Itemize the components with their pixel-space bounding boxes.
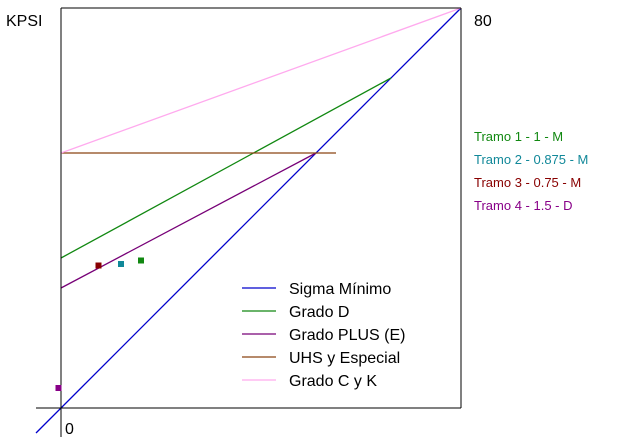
tramo-markers	[55, 257, 144, 391]
series-line-grado-d	[60, 77, 392, 259]
tramo-marker-1	[138, 257, 144, 264]
tramo-label-4: Tramo 4 - 1.5 - D	[474, 198, 573, 213]
series-line-grado-c-y-k	[60, 7, 462, 154]
tramo-label-2: Tramo 2 - 0.875 - M	[474, 152, 589, 167]
series-line-sigma-minimo	[35, 7, 462, 434]
tramo-marker-2	[118, 261, 124, 267]
tramo-marker-4	[55, 385, 62, 391]
legend-label-sigma-minimo: Sigma Mínimo	[289, 281, 391, 298]
series-line-grado-plus-e	[60, 152, 317, 289]
series-lines	[35, 7, 462, 434]
legend-label-grado-plus-e: Grado PLUS (E)	[289, 327, 405, 344]
legend-label-grado-d: Grado D	[289, 304, 349, 321]
legend-label-uhs-y-especial: UHS y Especial	[289, 350, 400, 367]
axis-min-label: 0	[65, 421, 74, 438]
tramo-label-1: Tramo 1 - 1 - M	[474, 129, 564, 144]
legend-label-grado-c-y-k: Grado C y K	[289, 373, 377, 390]
tramo-label-3: Tramo 3 - 0.75 - M	[474, 175, 582, 190]
axes	[36, 7, 462, 437]
tramo-marker-3	[95, 262, 102, 269]
axis-max-label: 80	[474, 13, 492, 30]
legend: Sigma Mínimo Grado D Grado PLUS (E) UHS y E…	[242, 281, 405, 390]
y-axis-unit-label: KPSI	[6, 13, 43, 30]
